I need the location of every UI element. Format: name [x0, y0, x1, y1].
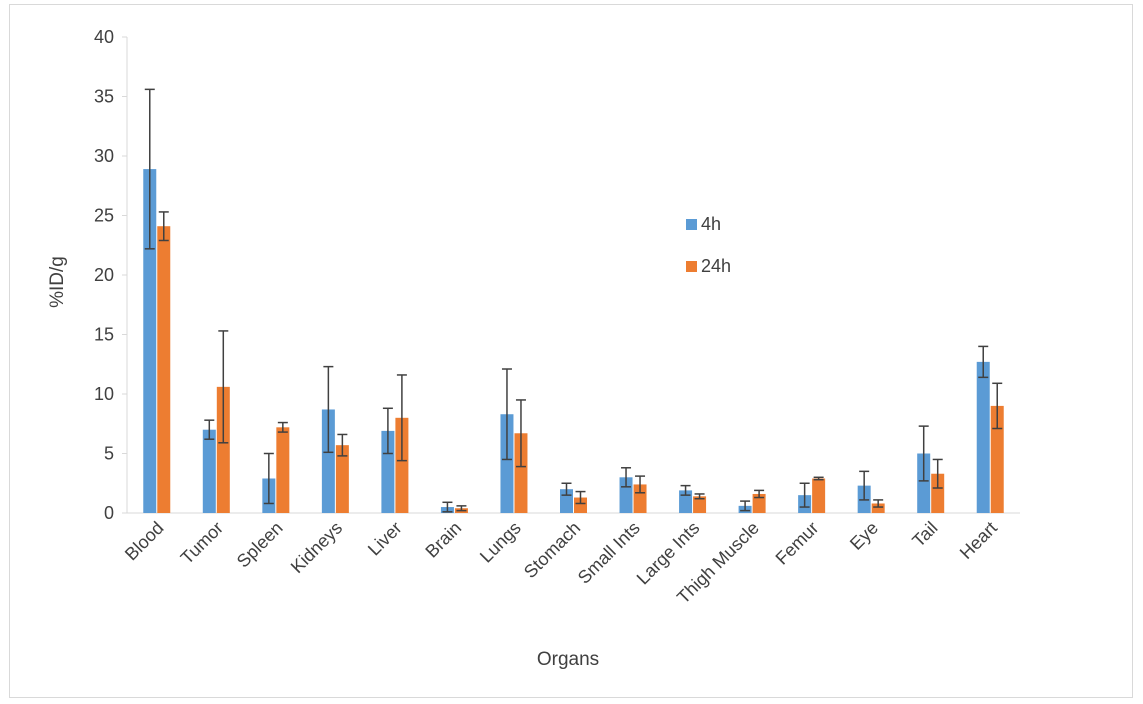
error-bar	[873, 499, 884, 508]
legend-swatch	[686, 219, 697, 230]
legend: 4h 24h	[686, 214, 731, 276]
bar-4h-heart	[976, 361, 990, 513]
bar-4h-tail	[917, 453, 931, 513]
error-bar	[144, 88, 155, 250]
legend-swatch	[686, 261, 697, 272]
error-bar	[575, 490, 586, 505]
x-tick-labels: Blood Tumor Spleen Kidneys Liver Brain LungsSt…	[121, 518, 1001, 608]
x-tick-label: Kidneys	[287, 518, 346, 577]
y-tick-label: 35	[94, 87, 114, 107]
error-bar	[859, 470, 870, 501]
bar-24h-spleen	[276, 427, 290, 513]
x-tick-label: Femur	[772, 518, 823, 569]
bar-chart: 0 5 10 15 20 25 30 35 40 Blood Tumor Spleen Kidneys…	[47, 27, 1020, 670]
error-bar	[813, 476, 824, 481]
error-bar	[621, 467, 632, 488]
bar-24h-eye	[871, 503, 885, 513]
y-axis-title: %ID/g	[47, 256, 68, 308]
bar-4h-lungs	[500, 414, 514, 513]
y-tick-label: 25	[94, 206, 114, 226]
bar-4h-large-ints	[679, 490, 693, 513]
error-bar	[561, 482, 572, 496]
error-bar	[515, 399, 526, 468]
bar-24h-liver	[395, 417, 409, 513]
bar-4h-tumor	[202, 429, 216, 513]
error-bar	[740, 500, 751, 512]
error-bar	[799, 482, 810, 508]
error-bar	[158, 211, 169, 242]
y-tick-label: 20	[94, 265, 114, 285]
x-tick-label: Brain	[421, 518, 465, 562]
bar-24h-tail	[931, 473, 945, 513]
x-axis-title: Organs	[537, 649, 599, 670]
error-bar	[754, 489, 765, 499]
error-bar	[918, 425, 929, 482]
error-bar	[680, 484, 691, 496]
legend-item-24h: 24h	[686, 256, 731, 276]
error-bars	[144, 88, 1003, 513]
error-bar	[396, 374, 407, 462]
legend-label: 4h	[701, 214, 721, 234]
error-bar	[382, 407, 393, 455]
x-tick-label: Blood	[121, 518, 168, 565]
bar-4h-blood	[143, 169, 157, 513]
bar-4h-liver	[381, 430, 395, 513]
error-bar	[978, 345, 989, 379]
bar-4h-kidneys	[321, 409, 335, 513]
x-tick-label: Tail	[908, 518, 941, 551]
bar-24h-stomach	[574, 497, 587, 513]
x-tick-label: Liver	[364, 518, 406, 560]
x-tick-label: Heart	[956, 518, 1001, 563]
bars	[143, 169, 1004, 513]
error-bar	[501, 368, 512, 461]
error-bar	[263, 452, 274, 505]
legend-label: 24h	[701, 256, 731, 276]
y-tick-label: 30	[94, 146, 114, 166]
error-bar	[277, 421, 288, 433]
y-tick-label: 15	[94, 325, 114, 345]
x-tick-label: Tumor	[177, 518, 227, 568]
error-bar	[635, 475, 646, 494]
x-tick-label: Spleen	[233, 518, 287, 572]
error-bar	[932, 458, 943, 489]
y-tick-label: 0	[104, 503, 114, 523]
bar-24h-thigh-muscle	[752, 493, 766, 513]
y-tick-label: 40	[94, 27, 114, 47]
error-bar	[694, 493, 705, 500]
legend-item-4h: 4h	[686, 214, 721, 234]
error-bar	[337, 433, 348, 457]
x-tick-label: Small Ints	[574, 518, 644, 588]
error-bar	[442, 501, 453, 513]
bar-24h-large-ints	[693, 496, 707, 513]
bar-24h-blood	[157, 226, 171, 513]
y-axis: 0 5 10 15 20 25 30 35 40	[94, 27, 128, 523]
bar-24h-lungs	[514, 433, 528, 513]
x-tick-label: Lungs	[476, 518, 525, 567]
bar-24h-small-ints	[633, 484, 647, 513]
error-bar	[456, 505, 467, 512]
bar-24h-kidneys	[335, 445, 349, 513]
x-tick-label: Eye	[846, 518, 882, 554]
bar-24h-heart	[990, 405, 1004, 513]
error-bar	[323, 365, 334, 454]
chart-frame: 0 5 10 15 20 25 30 35 40 Blood Tumor Spleen Kidneys…	[9, 4, 1133, 698]
y-tick-label: 10	[94, 384, 114, 404]
bar-24h-tumor	[216, 386, 230, 513]
error-bar	[204, 419, 215, 440]
bar-24h-femur	[812, 478, 826, 513]
y-tick-label: 5	[104, 444, 114, 464]
error-bar	[218, 330, 229, 444]
error-bar	[992, 382, 1003, 430]
